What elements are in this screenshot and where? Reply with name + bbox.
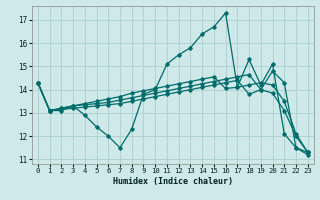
X-axis label: Humidex (Indice chaleur): Humidex (Indice chaleur) bbox=[113, 177, 233, 186]
